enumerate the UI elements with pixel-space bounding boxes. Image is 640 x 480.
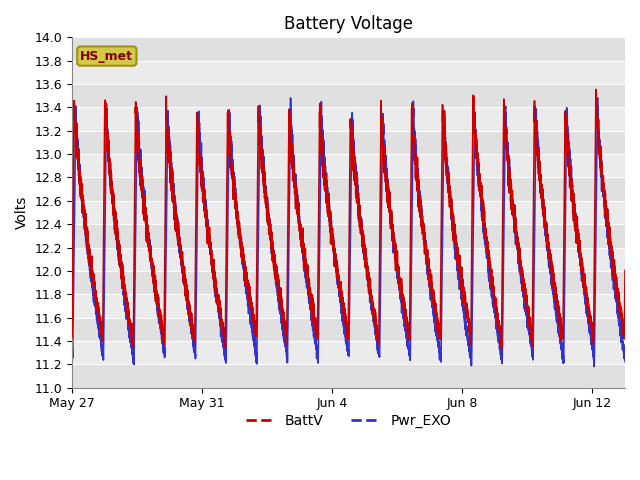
BattV <box>592 87 600 93</box>
Line: Pwr_EXO: Pwr_EXO <box>72 98 625 367</box>
Pwr_EXO <box>594 95 602 101</box>
Bar <box>72 224 625 248</box>
Bar <box>72 178 625 201</box>
Bar <box>72 294 625 318</box>
Line: BattV: BattV <box>72 90 625 349</box>
BattV <box>621 268 629 274</box>
Title: Battery Voltage: Battery Voltage <box>284 15 413 33</box>
Pwr_EXO <box>426 284 433 289</box>
Bar <box>72 318 625 341</box>
Pwr_EXO <box>531 240 538 245</box>
BattV <box>522 299 530 304</box>
Bar <box>72 84 625 108</box>
BattV <box>68 335 76 340</box>
Bar <box>72 201 625 224</box>
Legend: BattV, Pwr_EXO: BattV, Pwr_EXO <box>241 408 456 433</box>
BattV <box>194 138 202 144</box>
Bar <box>72 364 625 388</box>
BattV <box>498 346 506 352</box>
Pwr_EXO <box>590 364 598 370</box>
BattV <box>148 266 156 272</box>
Pwr_EXO <box>621 359 629 364</box>
Bar <box>72 37 625 60</box>
Y-axis label: Volts: Volts <box>15 196 29 229</box>
Bar <box>72 108 625 131</box>
Bar <box>72 271 625 294</box>
BattV <box>426 272 433 278</box>
BattV <box>123 305 131 311</box>
BattV <box>531 98 538 104</box>
Bar <box>72 131 625 154</box>
Bar <box>72 60 625 84</box>
Pwr_EXO <box>522 307 530 312</box>
Bar <box>72 154 625 178</box>
Bar <box>72 341 625 364</box>
Pwr_EXO <box>68 349 76 355</box>
Pwr_EXO <box>148 262 156 267</box>
Text: HS_met: HS_met <box>81 49 133 62</box>
Pwr_EXO <box>123 316 131 322</box>
Pwr_EXO <box>194 147 202 153</box>
Bar <box>72 248 625 271</box>
